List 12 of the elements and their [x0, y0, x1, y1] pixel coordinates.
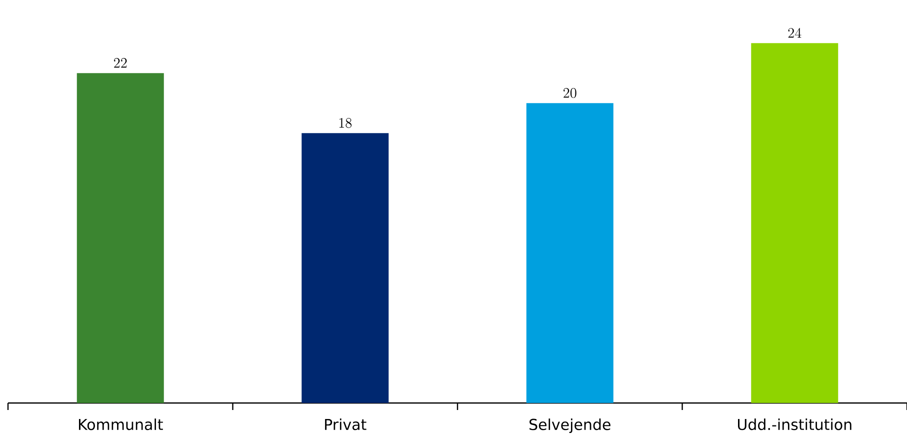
x-tick-label: Kommunalt [78, 418, 163, 430]
data-label: 22 [114, 58, 127, 68]
data-label: 18 [339, 118, 352, 128]
bar [526, 103, 614, 403]
data-label: 24 [788, 28, 802, 38]
x-tick-label: Privat [325, 418, 366, 430]
bar [76, 73, 164, 403]
bar [302, 133, 389, 403]
x-tick-label: Selvejende [530, 418, 610, 434]
x-tick-label: Udd.-institution [738, 418, 852, 430]
bar [751, 43, 838, 403]
data-label: 20 [564, 88, 576, 98]
